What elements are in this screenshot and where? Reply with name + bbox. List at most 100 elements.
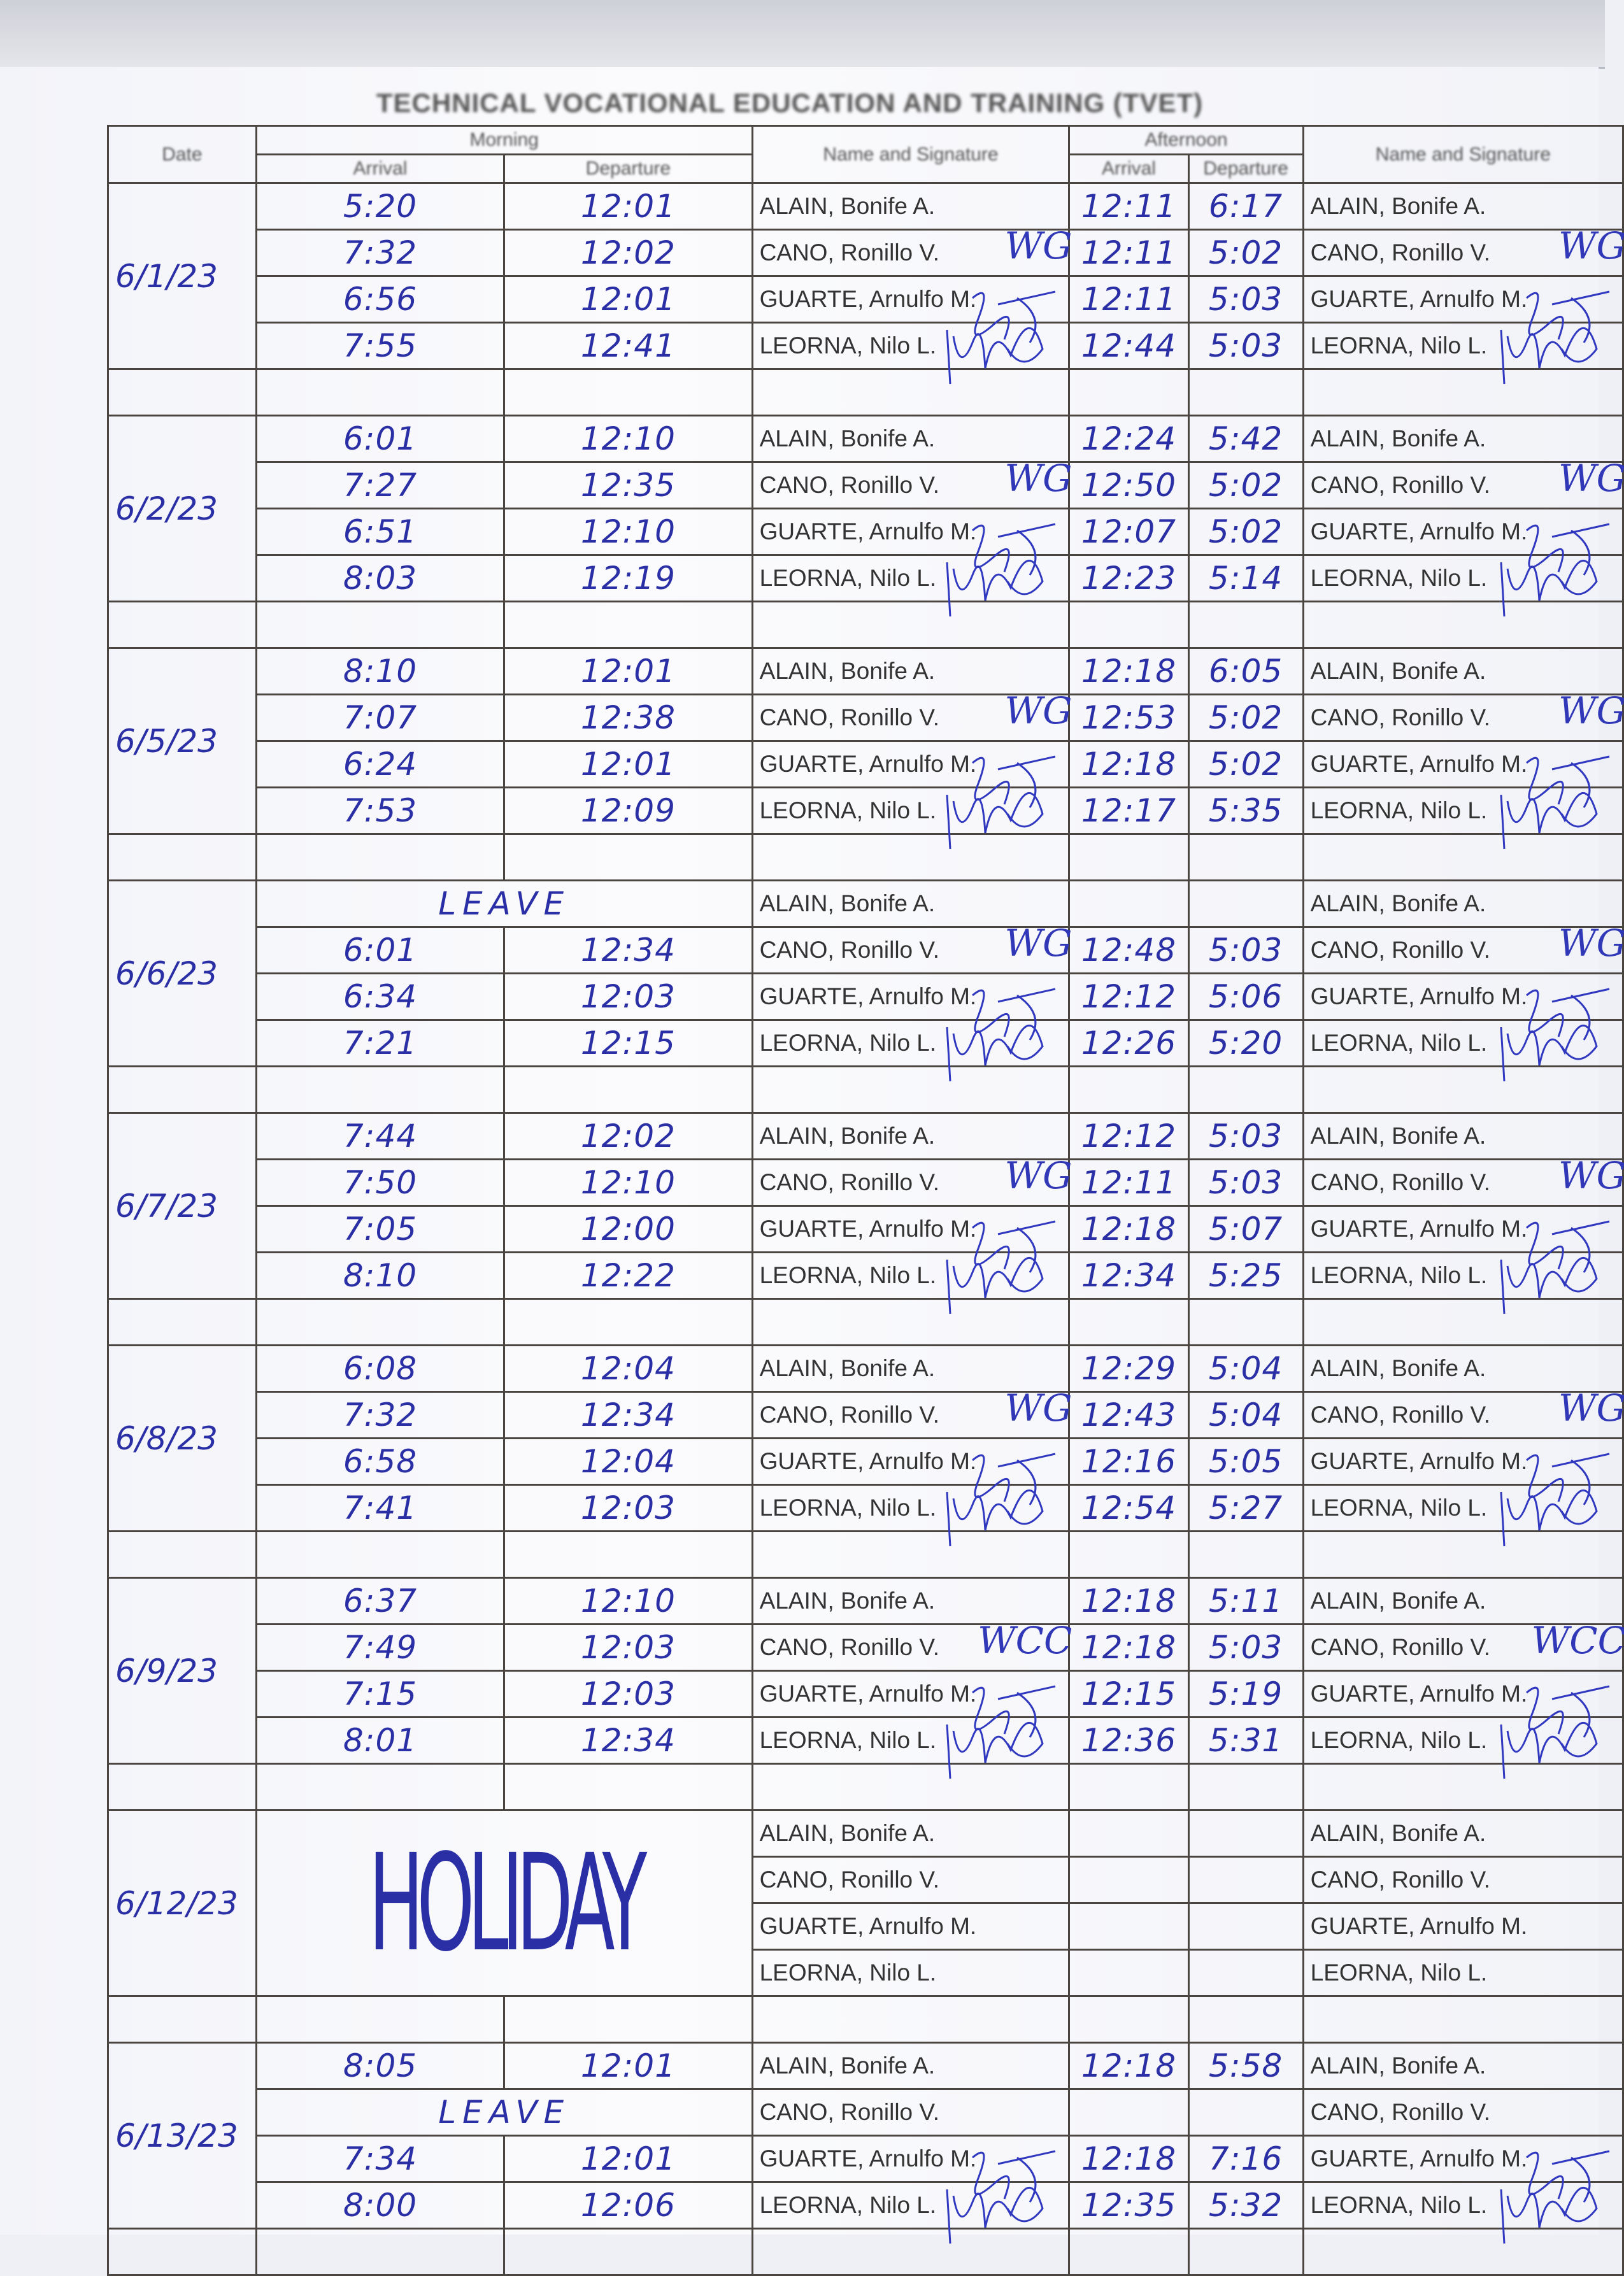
pm-departure [1187,2088,1304,2137]
am-departure: 12:03 [503,972,753,1021]
pm-arrival: 12:16 [1068,1437,1190,1486]
am-departure: 12:01 [503,2135,753,2183]
employee-name: ALAIN, Bonife A. [759,1355,936,1381]
name-signature-cell: CANO, Ronillo V. WG [1302,689,1624,742]
pm-departure: 5:02 [1187,740,1304,788]
name-signature-cell: CANO, Ronillo V. WG [1302,224,1624,277]
pm-arrival: 12:15 [1068,1670,1190,1718]
name-signature-cell: CANO, Ronillo V. [751,2088,1071,2137]
employee-name: CANO, Ronillo V. [759,472,939,498]
am-arrival: 8:00 [255,2181,506,2230]
am-departure: 12:02 [503,1112,753,1160]
holiday-text: HOLIDAY [368,1825,647,1981]
pm-arrival [1068,1902,1190,1951]
empty-cell [107,1763,257,1811]
empty-cell [751,601,1071,649]
empty-cell [107,601,257,649]
pm-departure: 5:32 [1187,2181,1304,2230]
name-signature-cell: CANO, Ronillo V. WG [751,921,1072,974]
name-signature-cell: LEORNA, Nilo L. [751,1453,1071,1547]
empty-cell [1302,1763,1624,1811]
date-cell: 6/5/23 [107,647,257,835]
employee-name: LEORNA, Nilo L. [1310,1727,1488,1753]
table-row: 6:34 12:03 GUARTE, Arnulfo M. 12:12 5:06 GUAR… [108,972,1624,1021]
document-title: TECHNICAL VOCATIONAL EDUCATION AND TRAIN… [376,88,1204,118]
am-departure: 12:09 [503,786,753,835]
pm-arrival: 12:07 [1068,508,1190,556]
name-signature-cell: LEORNA, Nilo L. [751,755,1071,850]
table-row: 6:51 12:10 GUARTE, Arnulfo M. 12:07 5:02 GUAR… [108,508,1624,556]
name-signature-cell: LEORNA, Nilo L. [1302,2150,1624,2244]
employee-name: CANO, Ronillo V. [759,1634,939,1660]
employee-name: GUARTE, Arnulfo M. [1310,1448,1528,1474]
blank-row [107,1298,1624,1346]
pm-arrival: 12:24 [1068,415,1190,463]
empty-cell [1187,1530,1304,1579]
table-row: LEORNA, Nilo L. LEORNA, Nilo L. [108,1949,1624,1997]
pm-departure [1187,1856,1304,1904]
employee-name: ALAIN, Bonife A. [759,193,936,219]
name-signature-cell: CANO, Ronillo V. WG [751,457,1072,509]
name-signature-cell: GUARTE, Arnulfo M. [751,1902,1071,1951]
name-signature-cell: CANO, Ronillo V. WCC [751,1619,1072,1672]
empty-cell [503,2228,753,2276]
employee-name: ALAIN, Bonife A. [759,658,936,684]
am-arrival: 6:51 [255,508,506,556]
am-arrival: 7:53 [255,786,506,835]
table-row: 7:34 12:01 GUARTE, Arnulfo M. 12:18 7:16 GUAR… [108,2135,1624,2183]
employee-name: GUARTE, Arnulfo M. [759,518,977,544]
am-departure: 12:01 [503,182,753,231]
signature-initials: WG [1004,1154,1072,1197]
employee-name: CANO, Ronillo V. [759,1402,939,1428]
employee-name: CANO, Ronillo V. [1310,937,1491,963]
blank-row [107,1995,1624,2044]
pm-departure: 5:04 [1187,1344,1304,1393]
pm-arrival: 12:54 [1068,1484,1190,1532]
table-row: 8:00 12:06 LEORNA, Nilo L. 12:35 5:32 LEORNA,… [108,2150,1624,2244]
table-row: 7:32 12:34 CANO, Ronillo V. WG 12:43 5:04 CANO… [108,1386,1624,1439]
pm-arrival: 12:29 [1068,1344,1190,1393]
date-cell: 6/1/23 [107,182,257,370]
pm-departure: 5:31 [1187,1716,1304,1765]
employee-name: GUARTE, Arnulfo M. [1310,286,1528,312]
name-signature-cell: LEORNA, Nilo L. [751,523,1071,617]
pm-departure [1187,1949,1304,1997]
name-signature-cell: ALAIN, Bonife A. [1302,1344,1624,1393]
table-row: 6:01 12:34 CANO, Ronillo V. WG 12:48 5:03 CANO… [108,921,1624,974]
am-arrival: 8:10 [255,647,506,695]
leave-note: LEAVE [255,2088,753,2137]
signature-scribble-icon [946,290,1056,385]
empty-cell [1068,1763,1190,1811]
am-departure: 12:34 [503,1716,753,1765]
empty-cell [1187,1298,1304,1346]
employee-name: LEORNA, Nilo L. [759,1495,937,1521]
signature-scribble-icon [1500,1220,1610,1314]
date-cell: 6/7/23 [107,1112,257,1300]
empty-cell [503,601,753,649]
header-pm-departure: Departure [1187,153,1304,184]
employee-name: LEORNA, Nilo L. [759,1727,937,1753]
employee-name: CANO, Ronillo V. [1310,2099,1491,2125]
date-cell: 6/9/23 [107,1577,257,1765]
empty-cell [255,1530,506,1579]
name-signature-cell: CANO, Ronillo V. [1302,1856,1624,1904]
table-row: 6/9/23 6:37 12:10 ALAIN, Bonife A. 12:18 5:11… [107,1577,1624,1765]
name-signature-cell: ALAIN, Bonife A. [751,415,1071,463]
empty-cell [255,601,506,649]
table-row: 6/2/23 6:01 12:10 ALAIN, Bonife A. 12:24 5:42… [107,415,1624,602]
header-afternoon: Afternoon [1068,125,1304,155]
date-cell: 6/6/23 [107,879,257,1067]
pm-arrival [1068,1856,1190,1904]
empty-cell [1302,833,1624,881]
empty-cell [107,368,257,416]
employee-name: CANO, Ronillo V. [759,704,939,730]
am-departure: 12:03 [503,1670,753,1718]
signature-scribble-icon [946,1453,1056,1547]
name-signature-cell: CANO, Ronillo V. [751,1856,1071,1904]
date-cell: 6/13/23 [107,2042,257,2230]
name-signature-cell: LEORNA, Nilo L. [1302,1685,1624,1779]
name-signature-cell: LEORNA, Nilo L. [1302,988,1624,1082]
name-signature-cell: GUARTE, Arnulfo M. [1302,508,1624,556]
empty-cell [751,1065,1071,1114]
am-departure: 12:22 [503,1251,753,1300]
